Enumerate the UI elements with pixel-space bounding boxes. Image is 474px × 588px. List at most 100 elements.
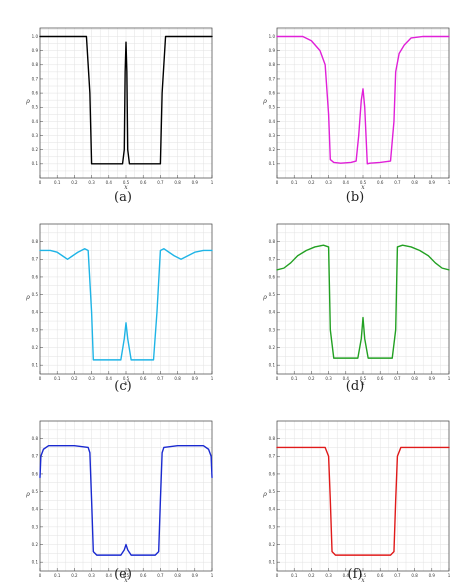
y-axis-label: ρ xyxy=(25,294,30,301)
series-line-0 xyxy=(39,248,213,361)
x-tick-label: 0.1 xyxy=(54,376,61,381)
x-tick-label: 0.6 xyxy=(377,376,384,381)
x-tick-label: 0.9 xyxy=(192,180,199,185)
y-tick-label: 0.7 xyxy=(32,257,39,262)
x-tick-label: 0.2 xyxy=(71,573,78,578)
chart-panel-a: 0 0.1 0.2 0.3 0.4 0.5 0.6 0.7 0.8 0.9 1 0.1 0.2 0.3 0.… xyxy=(0,0,237,190)
y-tick-label: 0.9 xyxy=(269,48,276,53)
x-tick-label: 0.7 xyxy=(394,376,401,381)
y-tick-label: 0.8 xyxy=(269,239,276,244)
x-tick-label: 0 xyxy=(276,180,279,185)
x-tick-label: 0.2 xyxy=(308,376,315,381)
y-tick-label: 0.8 xyxy=(32,239,39,244)
chart-svg-f: 0 0.1 0.2 0.3 0.4 0.5 0.6 0.7 0.8 0.9 1 0.1 0.2 0.3 0.… xyxy=(262,420,451,583)
y-axis-label: ρ xyxy=(262,294,267,301)
y-tick-label: 0.2 xyxy=(269,542,276,547)
y-tick-label: 0.1 xyxy=(269,161,276,166)
x-tick-label: 0.7 xyxy=(157,180,164,185)
caption-a: (a) xyxy=(114,190,132,205)
caption-f: (f) xyxy=(347,567,363,582)
x-tick-label: 0.7 xyxy=(394,573,401,578)
x-tick-label: 0.5 xyxy=(360,180,367,185)
x-tick-label: 0.3 xyxy=(88,180,95,185)
x-tick-label: 0.6 xyxy=(377,573,384,578)
x-axis-label: x xyxy=(124,380,128,386)
y-tick-label: 0.1 xyxy=(269,560,276,565)
y-tick-label: 0.6 xyxy=(269,274,276,279)
x-tick-label: 0.7 xyxy=(157,573,164,578)
x-tick-label: 0.4 xyxy=(106,180,113,185)
caption-d: (d) xyxy=(345,379,365,394)
y-tick-label: 0.3 xyxy=(269,524,276,529)
x-tick-label: 0.1 xyxy=(291,573,298,578)
caption-b: (b) xyxy=(345,190,365,205)
y-tick-label: 0.4 xyxy=(269,119,276,124)
grid xyxy=(276,420,450,572)
grid xyxy=(276,223,450,375)
y-tick-label: 1.0 xyxy=(269,34,276,39)
x-tick-label: 0.3 xyxy=(325,180,332,185)
y-tick-label: 0.6 xyxy=(32,471,39,476)
y-tick-label: 0.1 xyxy=(269,363,276,368)
x-tick-label: 0.2 xyxy=(71,180,78,185)
y-tick-label: 0.8 xyxy=(32,62,39,67)
x-tick-label: 1 xyxy=(211,573,214,578)
y-tick-label: 0.9 xyxy=(32,48,39,53)
x-tick-label: 0.6 xyxy=(377,180,384,185)
x-tick-label: 1 xyxy=(448,573,451,578)
y-tick-label: 0.7 xyxy=(32,454,39,459)
x-tick-label: 0 xyxy=(39,376,42,381)
x-tick-label: 0.9 xyxy=(429,573,436,578)
y-axis-label: ρ xyxy=(262,98,267,105)
y-tick-label: 0.6 xyxy=(269,471,276,476)
y-tick-label: 0.5 xyxy=(32,292,39,297)
x-tick-label: 0 xyxy=(39,180,42,185)
x-tick-label: 0.4 xyxy=(343,573,350,578)
x-tick-label: 0.3 xyxy=(88,573,95,578)
y-tick-label: 0.5 xyxy=(32,105,39,110)
x-tick-label: 0.3 xyxy=(325,573,332,578)
x-tick-label: 0.3 xyxy=(325,376,332,381)
x-tick-label: 0.2 xyxy=(308,180,315,185)
y-tick-label: 0.2 xyxy=(32,345,39,350)
chart-panel-c: 0 0.1 0.2 0.3 0.4 0.5 0.6 0.7 0.8 0.9 1 0.1 0.2 0.3 0.… xyxy=(0,196,237,386)
y-tick-label: 0.3 xyxy=(269,133,276,138)
x-tick-label: 0.5 xyxy=(123,180,130,185)
x-axis-label: x xyxy=(361,577,365,583)
y-axis-label: ρ xyxy=(25,491,30,498)
y-tick-label: 0.3 xyxy=(32,524,39,529)
y-tick-label: 0.8 xyxy=(269,62,276,67)
x-axis-label: x xyxy=(124,577,128,583)
x-tick-label: 0.2 xyxy=(308,573,315,578)
y-tick-label: 0.7 xyxy=(269,454,276,459)
y-tick-label: 0.5 xyxy=(32,489,39,494)
y-tick-label: 0.6 xyxy=(269,90,276,95)
y-tick-label: 0.2 xyxy=(32,147,39,152)
x-axis-label: x xyxy=(361,184,365,190)
y-tick-label: 0.4 xyxy=(32,310,39,315)
x-tick-label: 0.1 xyxy=(291,376,298,381)
x-tick-label: 1 xyxy=(448,180,451,185)
y-tick-label: 0.4 xyxy=(269,507,276,512)
y-axis-label: ρ xyxy=(262,491,267,498)
x-tick-label: 0 xyxy=(276,376,279,381)
y-tick-label: 0.2 xyxy=(269,147,276,152)
x-tick-label: 0.7 xyxy=(394,180,401,185)
x-tick-label: 0.6 xyxy=(140,573,147,578)
x-tick-label: 0.3 xyxy=(88,376,95,381)
x-tick-label: 0.9 xyxy=(192,573,199,578)
chart-svg-e: 0 0.1 0.2 0.3 0.4 0.5 0.6 0.7 0.8 0.9 1 0.1 0.2 0.3 0.… xyxy=(25,420,214,583)
x-tick-label: 0 xyxy=(276,573,279,578)
y-tick-label: 0.4 xyxy=(32,507,39,512)
y-tick-label: 0.3 xyxy=(269,327,276,332)
chart-panel-f: 0 0.1 0.2 0.3 0.4 0.5 0.6 0.7 0.8 0.9 1 0.1 0.2 0.3 0.… xyxy=(237,393,474,583)
x-tick-label: 0.9 xyxy=(429,180,436,185)
series-line-0 xyxy=(39,35,213,165)
x-tick-label: 0.2 xyxy=(71,376,78,381)
x-tick-label: 0.1 xyxy=(54,180,61,185)
y-tick-label: 0.7 xyxy=(269,76,276,81)
y-tick-label: 0.5 xyxy=(269,292,276,297)
caption-e: (e) xyxy=(114,567,132,582)
x-tick-label: 0.8 xyxy=(174,573,181,578)
chart-panel-d: 0 0.1 0.2 0.3 0.4 0.5 0.6 0.7 0.8 0.9 1 0.1 0.2 0.3 0.… xyxy=(237,196,474,386)
